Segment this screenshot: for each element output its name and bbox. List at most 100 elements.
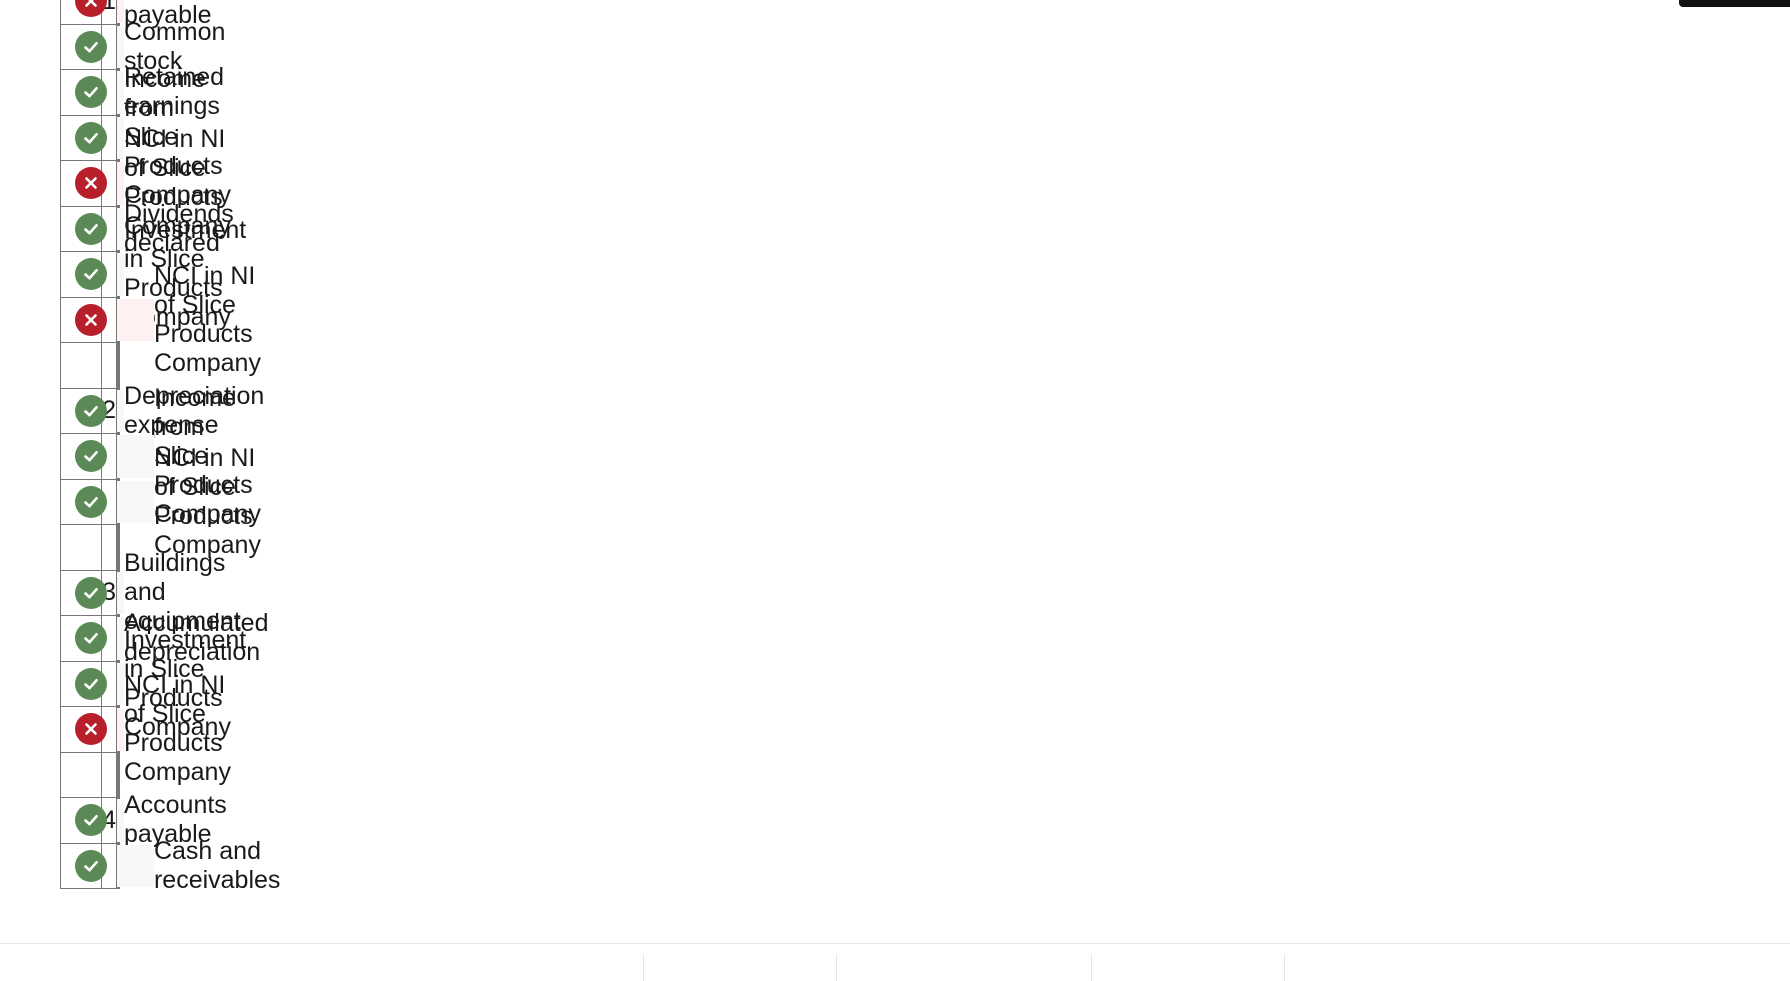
account-label: Investment in Slice Products Company <box>123 625 247 741</box>
account-label: Common stock <box>123 17 226 75</box>
check-circle-icon <box>74 258 107 291</box>
account-select[interactable]: Retained earnings <box>74 63 224 120</box>
account-value: NCI in NI of Slice Products Company <box>116 262 261 377</box>
credit-input[interactable] <box>117 342 120 389</box>
account-label: Income from Slice Products Company <box>153 383 261 528</box>
account-select[interactable]: Depreciation expense <box>74 382 264 439</box>
account-label: NCI in NI of Slice Products Company <box>123 671 231 787</box>
account-label: Buildings and equipment <box>123 549 241 636</box>
account-label: Retained earnings <box>123 63 225 121</box>
table-row <box>59 342 120 389</box>
account-value: Dividends declared <box>116 200 234 257</box>
x-circle-icon <box>74 713 107 746</box>
event-cell <box>59 751 103 798</box>
table-row: A1Accounts payable <box>59 0 227 29</box>
table-row: Investment in Slice Products Company <box>59 216 246 331</box>
tab-divider <box>1091 954 1092 981</box>
check-circle-icon <box>74 485 107 518</box>
account-value: Income from Slice Products Company <box>116 384 261 528</box>
x-circle-icon <box>74 167 107 200</box>
account-value: Accounts payable <box>116 791 227 848</box>
entry-number-cell <box>101 751 117 798</box>
account-select[interactable]: Common stock <box>74 18 225 75</box>
account-select[interactable]: Buildings and equipment <box>74 549 241 635</box>
account-value: Income from Slice Products Company <box>116 65 231 209</box>
account-select[interactable] <box>115 524 118 571</box>
table-row: Cash and receivables <box>59 837 280 894</box>
account-value: Common stock <box>116 18 225 75</box>
x-circle-icon <box>74 0 107 18</box>
table-row: NCI in NI of Slice Products Company <box>59 262 261 377</box>
table-row <box>59 524 120 571</box>
account-label: NCI in NI of Slice Products Company <box>153 261 261 377</box>
account-value: Accounts payable <box>116 0 227 29</box>
check-circle-icon <box>74 804 107 837</box>
account-select[interactable] <box>115 342 118 389</box>
table-row: Income from Slice Products Company <box>59 65 231 209</box>
account-select[interactable] <box>115 751 118 798</box>
tab-divider <box>836 954 837 981</box>
event-cell <box>59 342 103 389</box>
tab-divider <box>643 954 644 981</box>
table-row: NCI in NI of Slice Products Company <box>59 671 231 786</box>
credit-input[interactable] <box>117 524 120 571</box>
account-label: Cash and receivables <box>153 836 281 894</box>
check-circle-icon <box>74 667 107 700</box>
account-value: Accumulated depreciation <box>116 609 269 666</box>
account-select[interactable]: Dividends declared <box>74 200 234 257</box>
account-select[interactable]: NCI in NI of Slice Products Company <box>74 444 261 559</box>
account-value: NCI in NI of Slice Products Company <box>116 125 231 240</box>
table-row: C3Buildings and equipment <box>59 549 241 635</box>
account-select[interactable]: Investment in Slice Products Company <box>74 216 246 331</box>
account-select[interactable]: Accounts payable <box>74 0 227 29</box>
account-label: Depreciation expense <box>123 381 265 439</box>
account-select[interactable]: Accumulated depreciation <box>74 609 269 666</box>
account-select[interactable]: Accounts payable <box>74 791 227 848</box>
check-circle-icon <box>74 121 107 154</box>
account-select[interactable]: Income from Slice Products Company <box>74 384 261 528</box>
account-value: Investment in Slice Products Company <box>116 216 246 331</box>
account-value: Retained earnings <box>116 63 224 120</box>
table-row <box>59 751 120 798</box>
tab-divider <box>1284 954 1285 981</box>
check-circle-icon <box>74 622 107 655</box>
table-row: NCI in NI of Slice Products Company <box>59 444 261 559</box>
account-select[interactable]: NCI in NI of Slice Products Company <box>74 671 231 786</box>
account-value: Investment in Slice Products Company <box>116 626 246 741</box>
account-label: Accounts payable <box>123 0 227 30</box>
account-select[interactable]: Income from Slice Products Company <box>74 65 231 209</box>
table-row: Investment in Slice Products Company <box>59 626 246 741</box>
check-circle-icon <box>74 849 107 882</box>
entry-number-cell <box>101 342 117 389</box>
account-label: Income from Slice Products Company <box>123 65 231 210</box>
account-select[interactable]: NCI in NI of Slice Products Company <box>74 125 231 240</box>
event-cell <box>59 524 103 571</box>
table-row: D4Accounts payable <box>59 791 227 848</box>
check-circle-icon <box>74 440 107 473</box>
account-select[interactable]: NCI in NI of Slice Products Company <box>74 262 261 377</box>
credit-input[interactable] <box>117 751 120 798</box>
account-label: Accounts payable <box>123 791 227 849</box>
account-select[interactable]: Investment in Slice Products Company <box>74 626 246 741</box>
table-row: B2Depreciation expense <box>59 382 264 439</box>
check-circle-icon <box>74 212 107 245</box>
account-label: Accumulated depreciation <box>123 609 269 667</box>
table-row: NCI in NI of Slice Products Company <box>59 125 231 240</box>
account-select[interactable]: Cash and receivables <box>74 837 280 894</box>
entry-number-cell <box>101 524 117 571</box>
table-row: Retained earnings <box>59 63 224 120</box>
account-value: NCI in NI of Slice Products Company <box>116 444 261 559</box>
check-circle-icon <box>74 576 107 609</box>
account-value: NCI in NI of Slice Products Company <box>116 671 231 786</box>
top-bar-chip <box>1679 0 1790 7</box>
table-row: Common stock <box>59 18 225 75</box>
check-circle-icon <box>74 30 107 63</box>
account-label: NCI in NI of Slice Products Company <box>153 443 261 559</box>
table-row: Accumulated depreciation <box>59 609 269 666</box>
account-value: Depreciation expense <box>116 382 264 439</box>
table-row: Income from Slice Products Company <box>59 384 261 528</box>
table-row: Dividends declared <box>59 200 234 257</box>
account-value: Buildings and equipment <box>116 549 241 635</box>
account-label: NCI in NI of Slice Products Company <box>123 125 231 241</box>
